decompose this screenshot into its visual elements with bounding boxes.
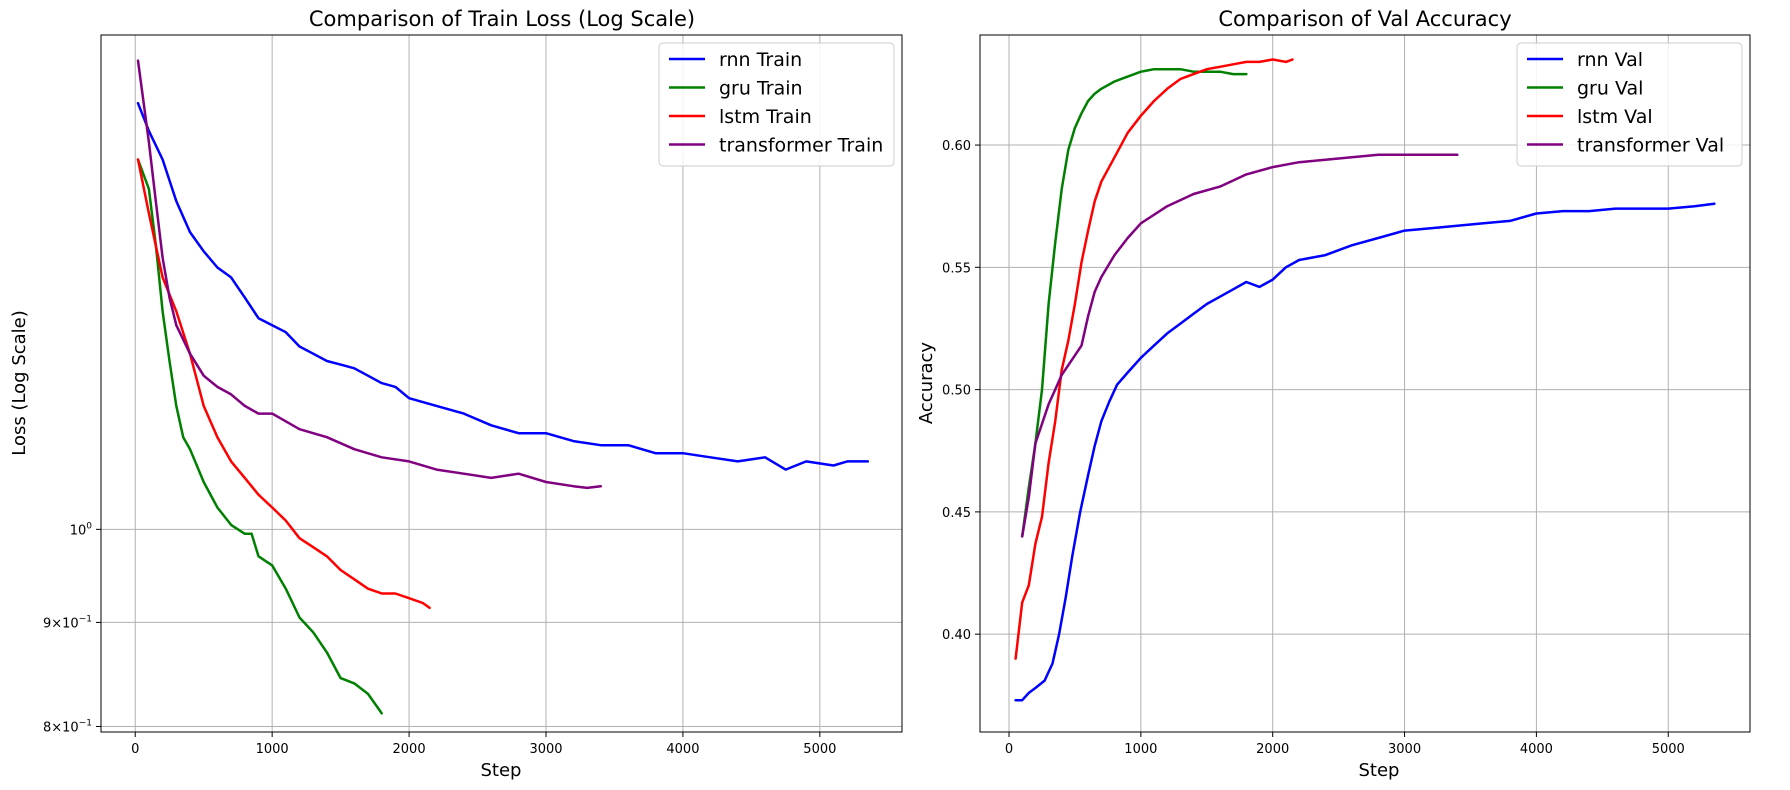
- series-line-gru-val: [1020, 67, 1248, 538]
- y-tick-exponent: −1: [79, 718, 92, 728]
- y-tick-label: 0.45: [942, 506, 971, 521]
- x-tick-label: 1000: [1124, 742, 1157, 757]
- val-accuracy-chart: Comparison of Val Accuracy 0 1000 2000 3000…: [916, 7, 1751, 781]
- y-tick-label: 9×10−1: [43, 614, 92, 631]
- y-axis-label: Accuracy: [916, 342, 937, 425]
- y-ticks: 0.40 0.45 0.50 0.55 0.60: [942, 139, 980, 643]
- x-tick-label: 2000: [1256, 742, 1289, 757]
- series-line-lstm-train: [136, 158, 431, 610]
- chart-title: Comparison of Val Accuracy: [1218, 7, 1511, 31]
- legend-label: lstm Train: [719, 106, 812, 128]
- x-tick-label: 0: [131, 742, 139, 757]
- y-tick-label: 100: [70, 521, 93, 538]
- y-tick-base: 9×10: [43, 616, 79, 631]
- y-tick-label: 0.60: [942, 139, 971, 154]
- series-line-rnn-train: [136, 101, 870, 471]
- x-tick-label: 2000: [393, 742, 426, 757]
- train-loss-chart: Comparison of Train Loss (Log Scale) 0 10…: [9, 7, 903, 781]
- legend-label: gru Train: [719, 78, 803, 100]
- legend-label: lstm Val: [1577, 106, 1653, 128]
- legend-label: rnn Val: [1577, 49, 1643, 71]
- plot-frame: [100, 34, 903, 733]
- legend-label: transformer Train: [719, 135, 883, 157]
- y-tick-label: 0.55: [942, 261, 971, 276]
- legend: rnn Val gru Val lstm Val transformer Val: [1516, 42, 1743, 167]
- series-line-gru-train: [136, 158, 383, 715]
- x-tick-label: 4000: [1520, 742, 1553, 757]
- series-lines: [1014, 58, 1716, 702]
- y-tick-base: 8×10: [43, 720, 79, 735]
- x-tick-label: 0: [1005, 742, 1013, 757]
- x-tick-label: 5000: [1652, 742, 1685, 757]
- legend: rnn Train gru Train lstm Train transformer …: [658, 42, 895, 167]
- x-ticks: 0 1000 2000 3000 4000 5000: [131, 732, 836, 757]
- legend-label: gru Val: [1577, 78, 1643, 100]
- legend-label: transformer Val: [1577, 135, 1724, 157]
- x-tick-label: 4000: [666, 742, 699, 757]
- legend-box: [1516, 42, 1743, 167]
- y-tick-label: 0.50: [942, 384, 971, 399]
- series-line-lstm-val: [1014, 58, 1294, 660]
- chart-title: Comparison of Train Loss (Log Scale): [309, 7, 695, 31]
- y-tick-base: 10: [70, 523, 87, 538]
- legend-label: rnn Train: [719, 49, 802, 71]
- series-lines: [136, 59, 870, 715]
- x-ticks: 0 1000 2000 3000 4000 5000: [1005, 732, 1685, 757]
- y-tick-label: 0.40: [942, 628, 971, 643]
- legend-box: [658, 42, 895, 167]
- series-line-transformer-train: [136, 59, 603, 490]
- y-tick-label: 8×10−1: [43, 718, 92, 735]
- series-line-rnn-val: [1014, 202, 1716, 702]
- x-tick-label: 3000: [1388, 742, 1421, 757]
- x-tick-label: 3000: [529, 742, 562, 757]
- y-tick-exponent: −1: [79, 614, 92, 624]
- plot-frame: [979, 34, 1751, 733]
- x-axis-label: Step: [1359, 760, 1400, 781]
- y-axis-label: Loss (Log Scale): [9, 310, 30, 456]
- x-axis-label: Step: [481, 760, 522, 781]
- x-tick-label: 1000: [256, 742, 289, 757]
- y-tick-exponent: 0: [86, 521, 92, 531]
- x-tick-label: 5000: [803, 742, 836, 757]
- series-line-transformer-val: [1020, 153, 1459, 538]
